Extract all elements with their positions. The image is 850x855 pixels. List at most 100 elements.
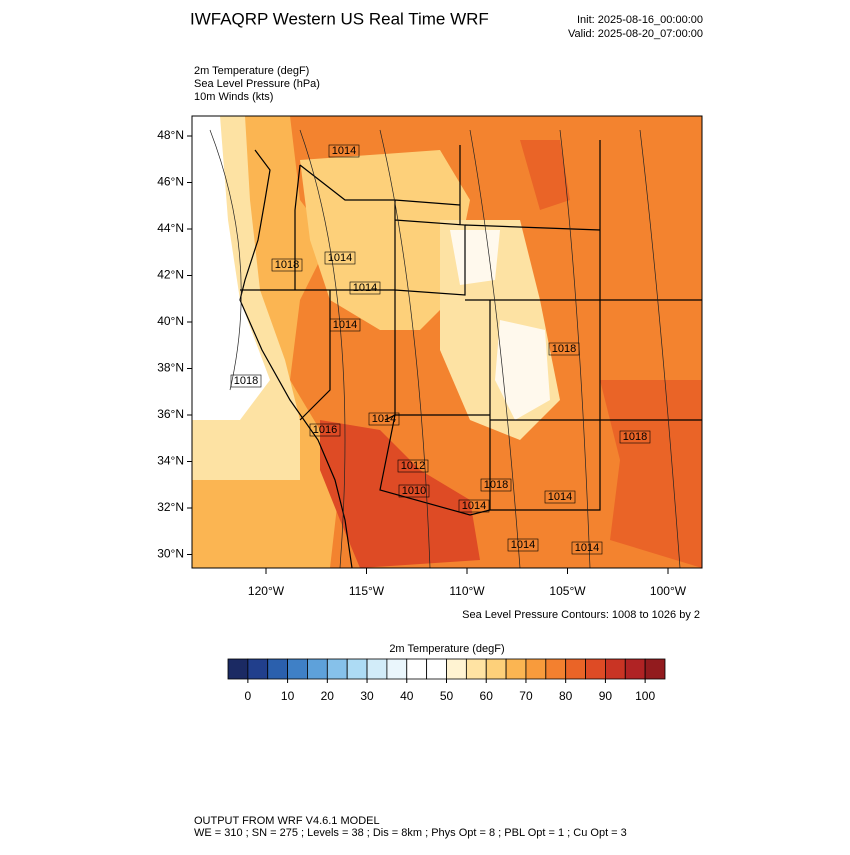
lat-label: 38°N [157,361,184,375]
pressure-label-box [230,374,262,388]
colorbar-box [267,658,288,680]
lon-label: 110°W [449,584,485,598]
lon-label: 100°W [650,584,687,598]
map-frame [191,115,703,569]
colorbar-box [505,658,527,680]
colorbar-label: 60 [480,689,494,703]
pressure-label: 1014 [548,491,572,503]
mountain-zone [300,150,470,330]
colorbar-box [386,658,408,680]
colorbar-box [485,658,507,680]
pressure-contour [209,129,681,568]
lat-label: 42°N [157,268,184,282]
lat-label: 36°N [157,407,184,421]
colorbar-box [465,658,487,680]
pressure-label: 1014 [333,319,357,331]
pressure-label: 1014 [511,539,535,551]
pressure-label-box [398,484,430,498]
colorbar-box [585,658,606,680]
field-name: 2m Temperature (degF) [194,65,309,77]
colorbar-box [605,658,626,680]
state-borders [240,140,702,516]
colorbar-label: 50 [440,689,454,703]
pressure-label: 1014 [462,500,486,512]
pressure-label-box [309,423,341,437]
lon-label: 120°W [248,584,285,598]
pressure-label-box [349,281,381,295]
pressure-label: 1010 [402,485,426,497]
valid-time: Valid: 2025-08-20_07:00:00 [568,28,703,40]
colorbar: 0 10 20 30 40 50 60 70 80 90 100 [227,658,666,703]
pressure-label: 1018 [234,375,258,387]
colorbar-label: 80 [559,689,573,703]
pressure-label-box [368,412,400,426]
pressure-label: 1018 [275,259,299,271]
colorbar-label: 0 [245,689,252,703]
colorbar-box [426,658,447,680]
pressure-label-box [544,490,576,504]
pressure-label: 1018 [623,431,647,443]
pressure-label: 1016 [313,424,337,436]
pressure-label-box [480,478,512,492]
colorbar-box [247,658,269,680]
pressure-label: 1014 [353,282,377,294]
lat-label: 34°N [157,454,184,468]
colorbar-box [446,658,467,680]
colorbar-box [307,658,328,680]
colorbar-box [525,658,547,680]
pressure-label: 1012 [401,460,425,472]
lat-label: 32°N [157,500,184,514]
lat-label: 48°N [157,128,184,142]
field-name: Sea Level Pressure (hPa) [194,78,320,90]
pressure-label: 1018 [484,479,508,491]
colorbar-box [287,658,308,680]
footer-line: OUTPUT FROM WRF V4.6.1 MODEL [194,815,380,827]
cold-peaks [450,230,550,420]
hot-zone [520,140,570,210]
lon-label: 105°W [549,584,586,598]
lat-label: 46°N [157,175,184,189]
pressure-label-box [571,541,603,555]
pressure-label: 1014 [575,542,599,554]
lat-label: 44°N [157,221,184,235]
pressure-labels: 1014 1014 1018 1014 1014 1018 1018 1014 1012 1010… [230,144,651,555]
colorbar-label: 10 [281,689,295,703]
colorbar-box [326,658,348,680]
lat-label: 40°N [157,314,184,328]
title: IWFAQRP Western US Real Time WRF [190,9,489,28]
pressure-label: 1014 [328,252,352,264]
pressure-label-box [619,430,651,444]
colorbar-box [346,658,368,680]
colorbar-label: 100 [635,689,655,703]
colorbar-label: 30 [360,689,374,703]
pressure-label: 1014 [332,145,356,157]
colorbar-label: 40 [400,689,414,703]
colorbar-box [565,658,586,680]
pressure-label-box [397,459,429,473]
colorbar-box [624,658,646,680]
colorbar-label: 90 [599,689,613,703]
lon-label: 115°W [349,584,385,598]
pressure-label-box [324,251,356,265]
contour-note: Sea Level Pressure Contours: 1008 to 102… [462,609,700,621]
colorbar-label: 20 [321,689,335,703]
colorbar-box [227,658,249,680]
pressure-label-box [271,258,303,272]
pressure-label-box [548,342,580,356]
map-field [192,116,702,568]
pressure-label-box [329,318,361,332]
pressure-label-box [458,499,490,513]
lat-label: 30°N [157,547,184,561]
colorbar-box [366,658,388,680]
map-axes: 48°N 46°N 44°N 42°N 40°N 38°N 36°N 34°N 32°N 30°N… [157,128,687,598]
colorbar-box [644,658,666,680]
pressure-label-box [507,538,539,552]
init-time: Init: 2025-08-16_00:00:00 [577,14,703,26]
pressure-label: 1018 [552,343,576,355]
cool-zone [192,116,270,420]
pressure-label-box [328,144,360,158]
field-name: 10m Winds (kts) [194,91,273,103]
colorbar-label: 70 [519,689,533,703]
coastline [239,149,353,568]
